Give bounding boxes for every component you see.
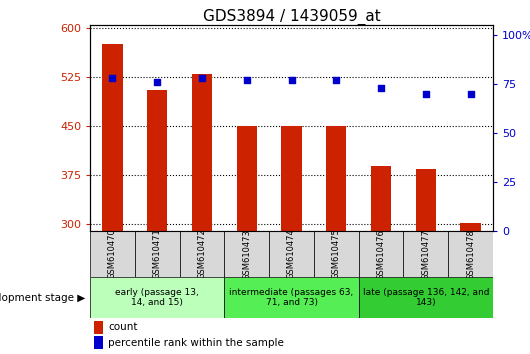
Bar (94, 336, 103, 349)
Text: late (passage 136, 142, and
143): late (passage 136, 142, and 143) (363, 288, 489, 307)
Text: GSM610475: GSM610475 (332, 229, 341, 280)
Bar (94, 321, 103, 333)
Bar (90, 277, 224, 318)
Bar (314, 231, 359, 277)
Bar (147, 90, 167, 231)
Bar (180, 231, 224, 277)
Bar (359, 231, 403, 277)
Text: GSM610476: GSM610476 (376, 229, 385, 280)
Bar (269, 231, 314, 277)
Bar (403, 231, 448, 277)
Bar (371, 166, 391, 231)
Bar (102, 44, 122, 231)
Bar (192, 74, 212, 231)
Bar (224, 231, 269, 277)
Point (153, 79, 162, 85)
Text: GSM610472: GSM610472 (198, 229, 207, 280)
Text: GSM610474: GSM610474 (287, 229, 296, 280)
Bar (416, 169, 436, 231)
Point (332, 77, 340, 82)
Point (243, 77, 251, 82)
Bar (90, 231, 135, 277)
Point (377, 85, 385, 91)
Bar (359, 277, 493, 318)
Bar (461, 223, 481, 231)
Bar (448, 231, 493, 277)
Text: GSM610473: GSM610473 (242, 229, 251, 280)
Point (287, 77, 296, 82)
Title: GDS3894 / 1439059_at: GDS3894 / 1439059_at (202, 8, 381, 25)
Bar (281, 126, 302, 231)
Text: count: count (108, 322, 138, 332)
Point (421, 91, 430, 96)
Point (198, 75, 206, 81)
Point (108, 75, 117, 81)
Text: early (passage 13,
14, and 15): early (passage 13, 14, and 15) (116, 288, 199, 307)
Text: GSM610470: GSM610470 (108, 229, 117, 280)
Text: GSM610478: GSM610478 (466, 229, 475, 280)
Text: GSM610477: GSM610477 (421, 229, 430, 280)
Bar (224, 277, 359, 318)
Bar (326, 126, 346, 231)
Text: intermediate (passages 63,
71, and 73): intermediate (passages 63, 71, and 73) (229, 288, 354, 307)
Text: GSM610471: GSM610471 (153, 229, 162, 280)
Bar (237, 126, 257, 231)
Text: development stage ▶: development stage ▶ (0, 292, 85, 303)
Bar (135, 231, 180, 277)
Text: percentile rank within the sample: percentile rank within the sample (108, 338, 284, 348)
Point (466, 91, 475, 96)
